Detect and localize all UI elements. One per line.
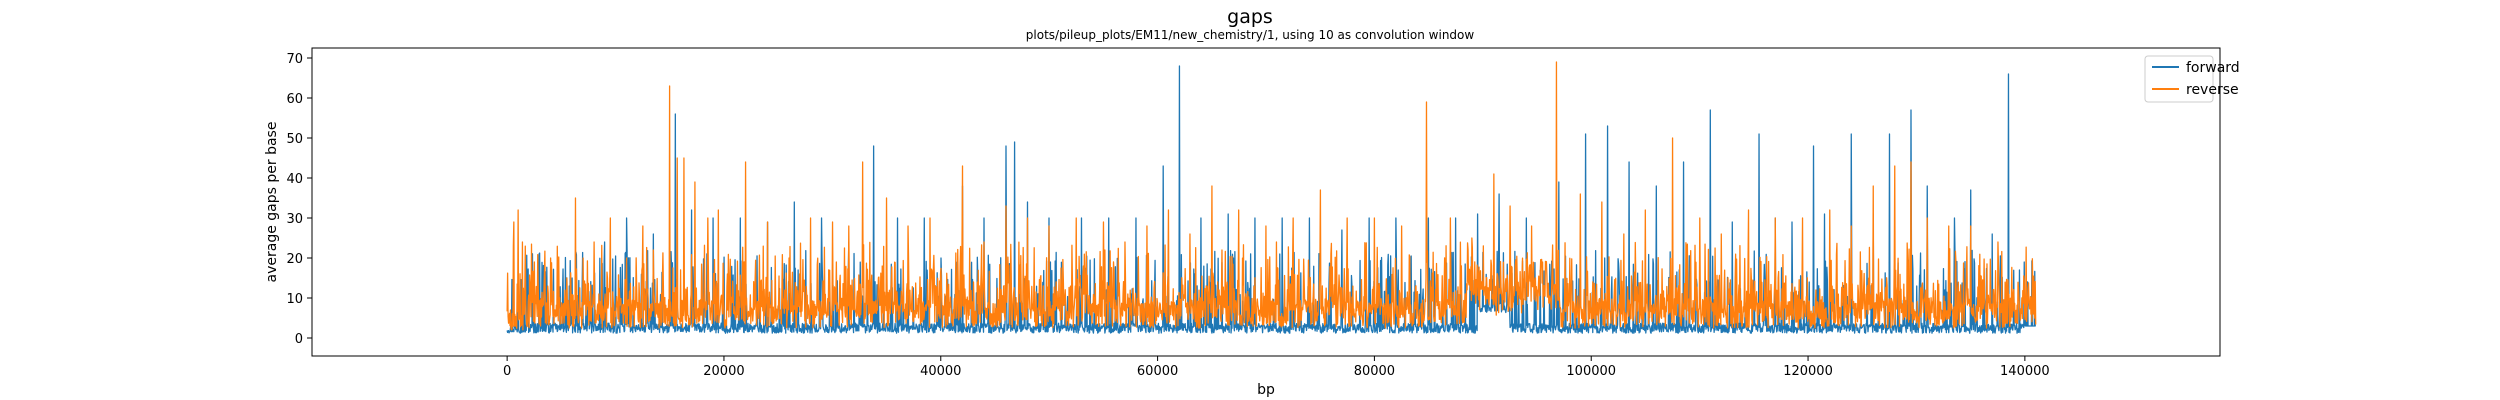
x-tick-label: 40000: [920, 364, 961, 379]
chart-subtitle: plots/pileup_plots/EM11/new_chemistry/1,…: [1025, 28, 1475, 42]
x-tick-label: 140000: [2000, 364, 2050, 379]
y-tick-label: 10: [286, 292, 303, 307]
y-axis-label: average gaps per base: [264, 122, 280, 283]
x-tick-label: 120000: [1783, 364, 1833, 379]
series-line-reverse: [506, 61, 2037, 331]
y-tick-label: 40: [286, 172, 303, 187]
y-tick-label: 20: [286, 252, 303, 267]
x-axis-label: bp: [1257, 382, 1275, 398]
series-layer: [506, 61, 2037, 334]
chart-title: gaps: [1227, 6, 1273, 28]
y-tick-label: 60: [286, 92, 303, 107]
x-tick-label: 0: [503, 364, 511, 379]
legend-label-reverse: reverse: [2186, 82, 2239, 98]
x-tick-label: 60000: [1137, 364, 1178, 379]
x-axis: 0 20000 40000 60000 80000 100000 120000 140000: [503, 356, 2050, 379]
y-tick-label: 30: [286, 212, 303, 227]
y-tick-label: 70: [286, 52, 303, 67]
chart-legend: forward reverse: [2144, 55, 2240, 103]
legend-label-forward: forward: [2186, 60, 2240, 76]
x-tick-label: 100000: [1566, 364, 1616, 379]
x-tick-label: 20000: [703, 364, 744, 379]
y-tick-label: 50: [286, 132, 303, 147]
y-tick-label: 0: [295, 332, 303, 347]
y-axis: 0 10 20 30 40 50 60 70: [286, 52, 312, 347]
series-line-forward: [506, 65, 2036, 334]
x-tick-label: 80000: [1354, 364, 1395, 379]
axes-frame: [311, 47, 2221, 357]
